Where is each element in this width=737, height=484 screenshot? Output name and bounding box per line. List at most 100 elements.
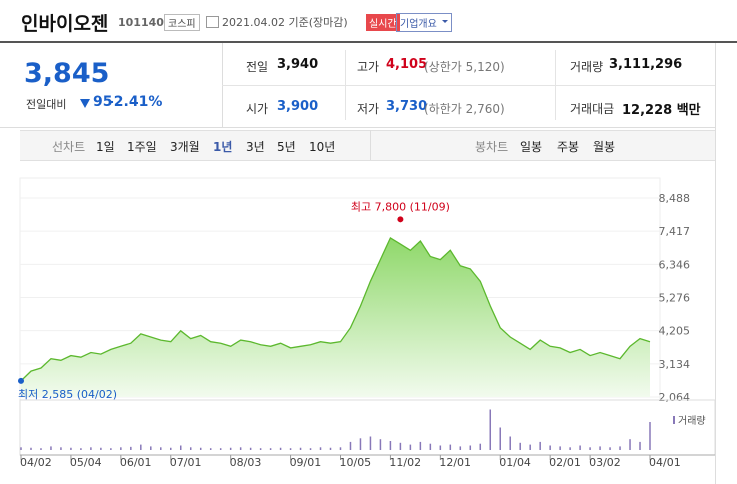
x-tick-label: 01/04 xyxy=(499,456,531,469)
cell-label: 거래량 xyxy=(570,60,604,74)
volume-bar xyxy=(50,446,52,450)
x-tick-label: 04/01 xyxy=(649,456,681,469)
annotation-dot xyxy=(397,216,404,223)
volume-bar xyxy=(319,447,322,450)
x-tick-label: 12/01 xyxy=(439,456,471,469)
cell-value: 3,111,296 xyxy=(609,57,683,72)
tab[interactable]: 주봉 xyxy=(557,140,580,154)
volume-bar xyxy=(30,447,32,450)
volume-bar xyxy=(459,446,462,450)
volume-bar xyxy=(219,448,222,450)
x-tick-label: 08/03 xyxy=(230,456,262,469)
annotation: 최저 2,585 (04/02) xyxy=(18,388,117,401)
y-tick-label: 8,488 xyxy=(659,192,691,205)
x-tick-label: 06/01 xyxy=(120,456,152,469)
volume-bar xyxy=(469,445,472,450)
volume-bar xyxy=(70,447,72,450)
volume-bar xyxy=(249,447,252,450)
volume-bar xyxy=(419,441,422,450)
tab[interactable]: 1주일 xyxy=(127,140,157,154)
cell-label: 전일 xyxy=(246,60,269,74)
volume-bar xyxy=(359,438,362,450)
tab[interactable]: 10년 xyxy=(309,140,336,154)
y-tick-label: 3,134 xyxy=(659,358,691,371)
price-line xyxy=(20,236,651,382)
side-border xyxy=(715,43,716,484)
volume-bar xyxy=(479,443,482,450)
volume-bar xyxy=(140,444,142,450)
volume-bar xyxy=(179,445,182,450)
tab[interactable]: 월봉 xyxy=(593,140,616,154)
tab[interactable]: 일봉 xyxy=(520,140,543,154)
volume-bar xyxy=(279,447,282,450)
tab[interactable]: 1일 xyxy=(96,140,115,154)
volume-bar xyxy=(229,447,232,450)
cell-value: 3,940 xyxy=(277,57,319,72)
y-tick-label: 5,276 xyxy=(659,292,691,305)
tab-bar xyxy=(20,130,715,161)
stock-name: 인바이오젠 xyxy=(21,13,109,35)
x-tick-label: 05/04 xyxy=(70,456,102,469)
tab[interactable]: 3개월 xyxy=(170,140,200,154)
volume-bar xyxy=(639,441,641,450)
volume-bar xyxy=(369,436,372,450)
price-area xyxy=(21,237,650,397)
volume-bar xyxy=(499,427,501,450)
y-tick-label: 4,205 xyxy=(659,325,691,338)
volume-bar xyxy=(80,448,82,450)
tab[interactable]: 1년 xyxy=(213,140,233,154)
cell-label: 저가 xyxy=(357,102,380,116)
y-tick-label: 7,417 xyxy=(659,225,691,238)
row-line xyxy=(222,127,715,128)
volume-bar xyxy=(579,445,581,450)
annotation-dot xyxy=(18,377,24,384)
row-line xyxy=(222,85,715,86)
change-pct: -2.41% xyxy=(108,94,163,110)
volume-bar xyxy=(160,447,162,450)
volume-bar xyxy=(20,447,22,450)
price: 3,845 xyxy=(24,58,110,89)
volume-bar xyxy=(339,447,342,450)
volume-bar xyxy=(60,447,62,450)
volume-bar xyxy=(389,441,392,450)
volume-bar xyxy=(170,447,172,450)
volume-bar xyxy=(589,447,591,450)
volume-bar xyxy=(209,448,212,450)
x-tick-label: 10/05 xyxy=(339,456,371,469)
dropdown-icon xyxy=(441,20,448,26)
date: 2021.04.02 기준(장마감) xyxy=(222,16,348,29)
volume-bar xyxy=(130,446,132,450)
down-icon xyxy=(80,99,90,113)
cell-value: 4,105 xyxy=(386,57,428,72)
volume-legend: 거래량 xyxy=(678,415,706,427)
x-tick-label: 03/02 xyxy=(589,456,621,469)
volume-bar xyxy=(239,447,242,450)
col-line xyxy=(345,50,346,120)
y-tick-label: 6,346 xyxy=(659,258,691,271)
col-line xyxy=(555,50,556,120)
volume-bar xyxy=(40,448,42,450)
cell-value: 3,900 xyxy=(277,99,319,114)
volume-bar xyxy=(150,446,152,450)
cell-label: 거래대금 xyxy=(570,102,615,116)
volume-bar xyxy=(349,441,352,450)
volume-bar xyxy=(619,446,621,450)
cell-label: 시가 xyxy=(246,102,269,116)
x-tick-label: 04/02 xyxy=(20,456,52,469)
volume-bar xyxy=(569,447,571,450)
volume-bar xyxy=(559,446,561,450)
volume-bar xyxy=(549,445,551,450)
change-label: 전일대비 xyxy=(26,98,67,111)
tab[interactable]: 3년 xyxy=(246,140,265,154)
volume-bar xyxy=(489,409,492,450)
header-line xyxy=(0,41,737,43)
volume-bar xyxy=(120,447,122,450)
volume-bar xyxy=(439,445,442,450)
volume-bar xyxy=(189,447,192,450)
tab-divider xyxy=(370,130,371,160)
tab[interactable]: 5년 xyxy=(277,140,296,154)
volume-bar xyxy=(599,446,601,450)
volume-bar xyxy=(539,441,541,450)
x-tick-label: 11/02 xyxy=(389,456,421,469)
company-button[interactable]: 기업개요 xyxy=(396,13,452,32)
